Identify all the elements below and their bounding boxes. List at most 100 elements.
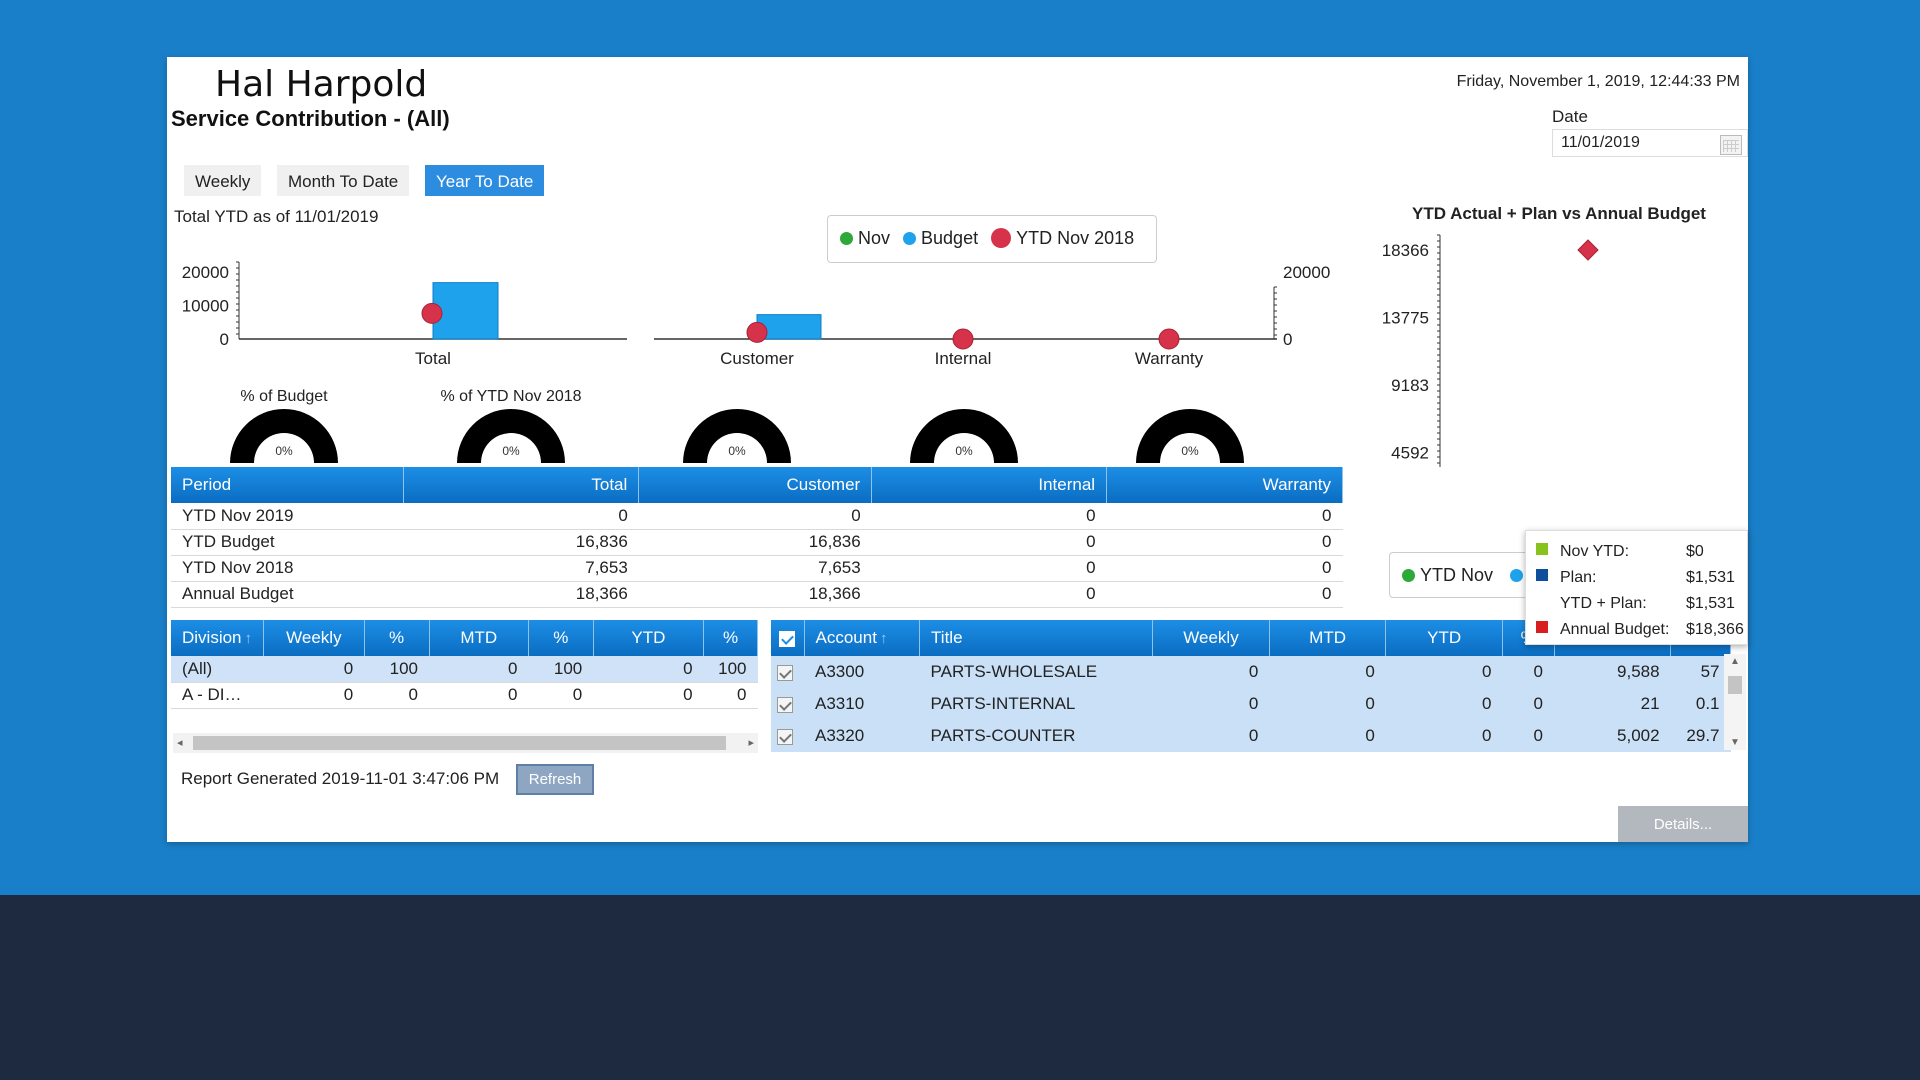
col-total[interactable]: Total [403, 467, 640, 503]
scrollbar-thumb[interactable] [1728, 676, 1742, 694]
table-cell: A3310 [804, 688, 920, 720]
row-checkbox[interactable] [777, 728, 793, 745]
col-period[interactable]: Period [171, 467, 405, 503]
col-select-all[interactable] [771, 620, 805, 656]
col-internal[interactable]: Internal [871, 467, 1108, 503]
table-row[interactable]: YTD Budget 16,836 16,836 0 0 [171, 529, 1343, 556]
table-cell: 0 [1385, 720, 1503, 752]
legend-swatch [840, 232, 853, 245]
tab-month-to-date[interactable]: Month To Date [277, 165, 410, 196]
row-checkbox-cell[interactable] [771, 688, 804, 720]
col-ytd[interactable]: YTD [593, 620, 705, 656]
table-cell: 0 [593, 682, 704, 709]
ytd-caption: Total YTD as of 11/01/2019 [174, 207, 379, 226]
calendar-icon[interactable] [1720, 135, 1742, 155]
table-cell: 0 [871, 529, 1107, 556]
legend-swatch [1402, 569, 1415, 582]
scroll-down-icon[interactable]: ▼ [1730, 737, 1740, 748]
table-cell: 9,588 [1554, 656, 1671, 688]
col-weekly[interactable]: Weekly [1152, 620, 1270, 656]
row-checkbox[interactable] [777, 664, 793, 681]
table-cell: 0 [1502, 656, 1555, 688]
x-tick-label: Total [415, 349, 451, 368]
col-title[interactable]: Title [919, 620, 1154, 656]
table-cell: (All) [171, 656, 264, 683]
col-mtd-pct[interactable]: % [528, 620, 594, 656]
table-row[interactable]: A3310 PARTS-INTERNAL 0 0 0 0 21 0.1 [771, 688, 1731, 720]
col-division[interactable]: Division ↑ [171, 620, 265, 656]
table-cell: 0 [1502, 688, 1555, 720]
row-checkbox-cell[interactable] [771, 656, 804, 688]
gauge-arc [910, 409, 1018, 463]
tooltip-label: Annual Budget: [1560, 621, 1670, 638]
table-row[interactable]: A3320 PARTS-COUNTER 0 0 0 0 5,002 29.7 [771, 720, 1731, 752]
table-row[interactable]: YTD Nov 2018 7,653 7,653 0 0 [171, 555, 1343, 582]
account-vertical-scrollbar[interactable]: ▲ ▼ [1724, 654, 1746, 750]
gauge-value: 0% [955, 444, 973, 458]
legend-label: YTD Nov 2018 [1016, 228, 1135, 248]
col-warranty[interactable]: Warranty [1106, 467, 1343, 503]
table-row[interactable]: Annual Budget 18,366 18,366 0 0 [171, 581, 1343, 608]
details-button[interactable]: Details... [1618, 806, 1748, 842]
table-cell: 0 [593, 656, 704, 683]
tooltip-row: Plan: $1,531 [1536, 565, 1737, 591]
scroll-left-icon[interactable]: ◂ [177, 737, 183, 749]
table-cell: 7,653 [638, 555, 872, 582]
legend-label: YTD Nov [1420, 565, 1494, 585]
legend-item-nov: Nov [840, 228, 890, 248]
x-tick-label: Internal [935, 349, 992, 368]
table-row[interactable]: A - DI… 0 0 0 0 0 0 [171, 682, 758, 709]
table-cell: 0 [871, 555, 1107, 582]
table-cell: 0 [871, 581, 1107, 608]
tooltip-label: YTD + Plan: [1560, 595, 1647, 612]
date-label: Date [1552, 107, 1588, 126]
tab-year-to-date[interactable]: Year To Date [425, 165, 545, 196]
gauge-value: 0% [728, 444, 746, 458]
y-tick-label: 20000 [1283, 263, 1330, 282]
x-tick-label: Warranty [1135, 349, 1204, 368]
division-horizontal-scrollbar[interactable]: ◂ ▸ [173, 733, 758, 753]
gauge-value: 0% [502, 444, 520, 458]
date-input[interactable] [1552, 129, 1748, 157]
col-mtd[interactable]: MTD [429, 620, 529, 656]
col-weekly-pct[interactable]: % [364, 620, 430, 656]
table-cell: 18,366 [638, 581, 872, 608]
table-cell: PARTS-WHOLESALE [919, 656, 1153, 688]
table-cell: 0 [1385, 688, 1503, 720]
col-weekly[interactable]: Weekly [263, 620, 365, 656]
table-cell: 0 [263, 656, 365, 683]
col-ytd-pct[interactable]: % [703, 620, 758, 656]
table-cell: 7,653 [403, 555, 639, 582]
select-all-checkbox[interactable] [779, 630, 796, 647]
chart-tooltip: Nov YTD: $0 Plan: $1,531 YTD + Plan: $1,531 An… [1525, 530, 1748, 645]
point-ytd-nov-2018-total [421, 302, 443, 324]
table-row[interactable]: YTD Nov 2019 0 0 0 0 [171, 503, 1343, 530]
table-cell: 0 [638, 503, 872, 530]
chart-legend: Nov Budget YTD Nov 2018 [827, 215, 1157, 263]
col-mtd[interactable]: MTD [1269, 620, 1387, 656]
page-title: Service Contribution - (All) [171, 106, 450, 131]
point-annual-budget [1577, 239, 1599, 261]
point-ytd-nov-2018-warranty [1158, 328, 1180, 350]
row-checkbox[interactable] [777, 696, 793, 713]
tab-weekly[interactable]: Weekly [184, 165, 262, 196]
table-row[interactable]: (All) 0 100 0 100 0 100 [171, 656, 758, 683]
scroll-right-icon[interactable]: ▸ [748, 737, 754, 749]
scrollbar-thumb[interactable] [193, 736, 726, 750]
tooltip-value: $1,531 [1686, 595, 1735, 612]
row-checkbox-cell[interactable] [771, 720, 804, 752]
gauge-arc [683, 409, 791, 463]
scroll-up-icon[interactable]: ▲ [1730, 656, 1740, 667]
table-cell: 16,836 [638, 529, 872, 556]
x-tick-label: Customer [720, 349, 794, 368]
table-cell: 0 [703, 682, 758, 709]
table-row[interactable]: A3300 PARTS-WHOLESALE 0 0 0 0 9,588 57 [771, 656, 1731, 688]
table-cell: 0 [1106, 503, 1343, 530]
legend-label: Nov [858, 228, 891, 248]
refresh-button[interactable]: Refresh [516, 764, 594, 795]
col-customer[interactable]: Customer [638, 467, 873, 503]
col-ytd[interactable]: YTD [1385, 620, 1503, 656]
col-account[interactable]: Account ↑ [804, 620, 921, 656]
legend-item-budget: Budget [903, 228, 978, 248]
table-cell: 0 [1106, 555, 1343, 582]
